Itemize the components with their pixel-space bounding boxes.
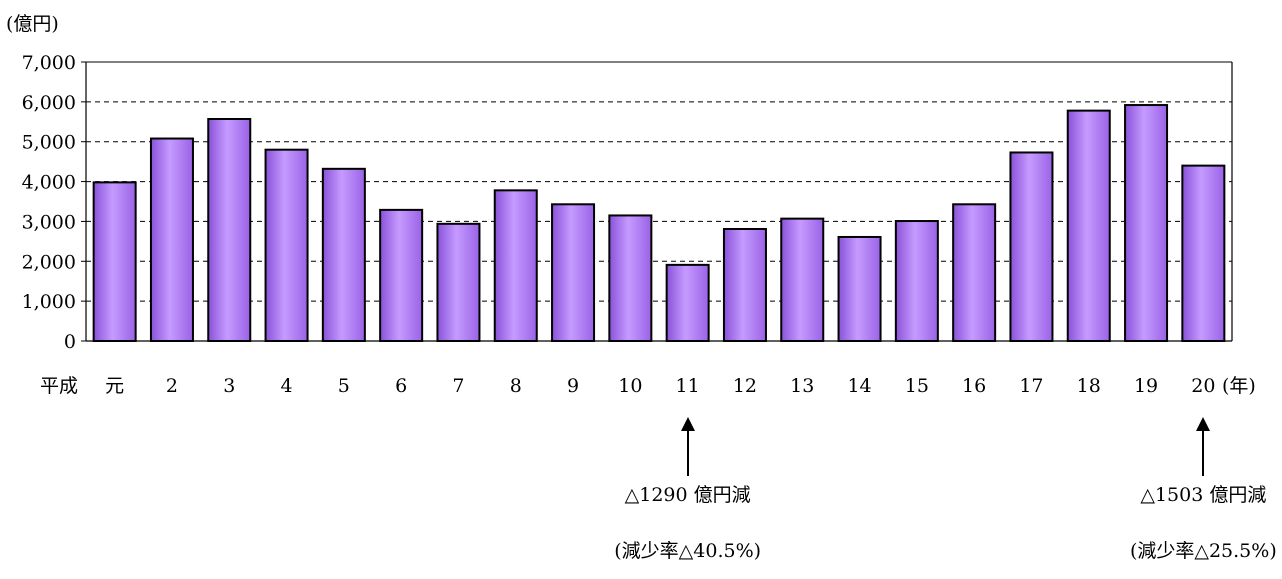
bar [92, 181, 137, 342]
bar [207, 117, 252, 342]
y-tick-labels: 0 1,000 2,000 3,000 4,000 5,000 6,000 7,000 [22, 52, 76, 353]
y-tick-label: 0 [64, 331, 76, 353]
bar [379, 208, 424, 342]
y-unit-label: (億円) [6, 13, 59, 35]
x-tick-label: 16 [962, 375, 986, 397]
annotation-rate: (減少率△40.5%) [614, 540, 762, 562]
x-tick-label: 元 [105, 375, 124, 397]
x-tick-label: 19 [1134, 375, 1158, 397]
era-label: 平成 [40, 375, 78, 397]
x-tick-label: 17 [1019, 375, 1043, 397]
bar [837, 235, 882, 342]
annotation-decrease: △1503 億円減 [1140, 484, 1267, 506]
bar [1181, 164, 1226, 342]
annotation-decrease: △1290 億円減 [624, 484, 751, 506]
x-unit-label: (年) [1222, 375, 1256, 397]
y-tick-label: 6,000 [22, 92, 76, 114]
bar [894, 220, 939, 342]
bar [608, 214, 653, 342]
bar [722, 228, 767, 343]
bar [551, 203, 596, 342]
x-tick-label: 2 [166, 375, 178, 397]
arrow-up-icon [680, 417, 695, 431]
bar [952, 203, 997, 342]
x-tick-label: 11 [676, 375, 700, 397]
x-tick-label: 8 [510, 375, 522, 397]
x-tick-label: 14 [847, 375, 871, 397]
bar [264, 148, 309, 342]
bar [1009, 151, 1054, 342]
y-tick-label: 5,000 [22, 132, 76, 154]
bar [321, 167, 366, 342]
x-tick-label: 3 [223, 375, 235, 397]
x-tick-label: 13 [790, 375, 814, 397]
x-tick-label: 7 [452, 375, 464, 397]
gridlines [86, 61, 1232, 302]
y-tick-label: 3,000 [22, 211, 76, 233]
arrow-up-icon [1196, 417, 1211, 431]
bars [92, 104, 1226, 343]
axes [81, 61, 1233, 342]
x-tick-labels: 元 2 3 4 5 6 7 8 9 10 11 12 13 14 15 16 17 18 19 20 [105, 375, 1215, 397]
bar [1066, 109, 1111, 342]
x-tick-label: 4 [281, 375, 293, 397]
x-tick-label: 10 [618, 375, 642, 397]
bar [780, 217, 825, 342]
bar [493, 189, 538, 342]
x-tick-label: 5 [338, 375, 350, 397]
bar [665, 263, 710, 343]
y-tick-label: 4,000 [22, 172, 76, 194]
x-tick-label: 18 [1077, 375, 1101, 397]
x-tick-label: 6 [395, 375, 407, 397]
x-tick-label: 9 [567, 375, 579, 397]
bar [149, 137, 194, 342]
bar [436, 222, 481, 343]
x-tick-label: 12 [733, 375, 757, 397]
arrow-shaft [686, 430, 689, 476]
x-tick-label: 15 [905, 375, 929, 397]
bar [1124, 104, 1169, 342]
x-tick-label: 20 [1191, 375, 1215, 397]
y-tick-label: 2,000 [22, 251, 76, 273]
y-tick-label: 1,000 [22, 291, 76, 313]
y-tick-label: 7,000 [22, 52, 76, 74]
arrow-shaft [1202, 430, 1205, 476]
annotation-rate: (減少率△25.5%) [1129, 540, 1277, 562]
